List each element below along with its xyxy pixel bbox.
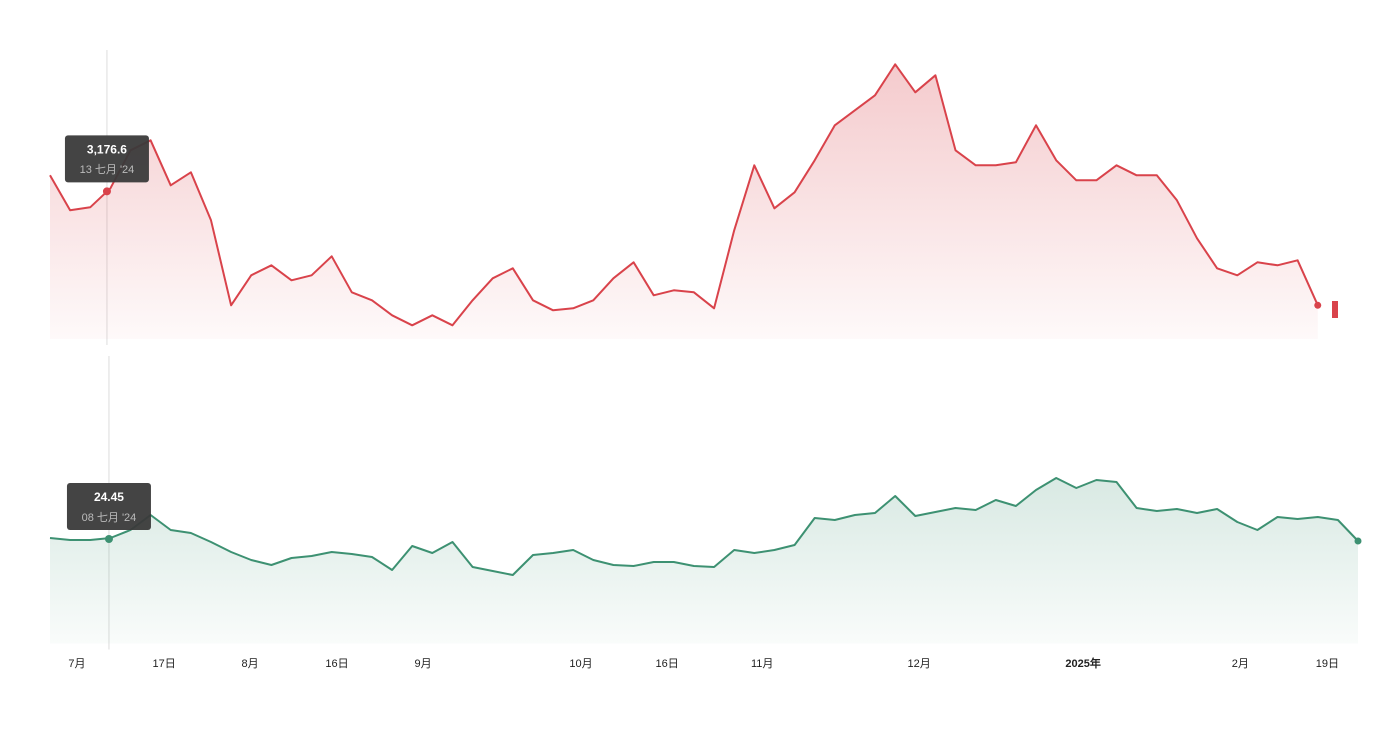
- end-dot: [1354, 537, 1362, 545]
- area-fill: [50, 478, 1358, 644]
- price-marker: [1332, 301, 1338, 318]
- line: [49, 63, 1319, 327]
- x-tick-label: 12月: [907, 658, 930, 670]
- x-tick-label: 10月: [569, 658, 592, 670]
- x-tick-label: 7月: [68, 658, 85, 670]
- tooltip-box: [66, 483, 151, 530]
- tooltip-value: 24.45: [94, 490, 124, 504]
- x-tick-label: 16日: [656, 658, 679, 670]
- line: [49, 477, 1359, 576]
- tooltip-date: 13 七月 '24: [80, 163, 135, 176]
- x-tick-label: 2月: [1232, 658, 1249, 670]
- area-fill: [50, 64, 1318, 340]
- tooltip-box: [64, 135, 149, 183]
- x-tick-label: 11月: [751, 658, 773, 670]
- x-tick-label: 16日: [325, 658, 348, 670]
- tooltip: 3,176.6 13 七月 '24: [64, 135, 149, 183]
- end-dot: [1314, 301, 1322, 309]
- x-tick-label: 17日: [152, 658, 175, 670]
- hover-dot: [104, 535, 113, 543]
- tooltip-value: 3,176.6: [87, 143, 127, 157]
- tooltip-date: 08 七月 '24: [82, 511, 137, 524]
- x-tick-label: 19日: [1316, 658, 1339, 670]
- x-tick-label: 2025年: [1065, 656, 1100, 670]
- x-tick-label: 9月: [415, 658, 432, 670]
- x-tick-label: 8月: [241, 658, 258, 670]
- hover-dot: [102, 187, 111, 196]
- tooltip: 24.45 08 七月 '24: [66, 483, 151, 530]
